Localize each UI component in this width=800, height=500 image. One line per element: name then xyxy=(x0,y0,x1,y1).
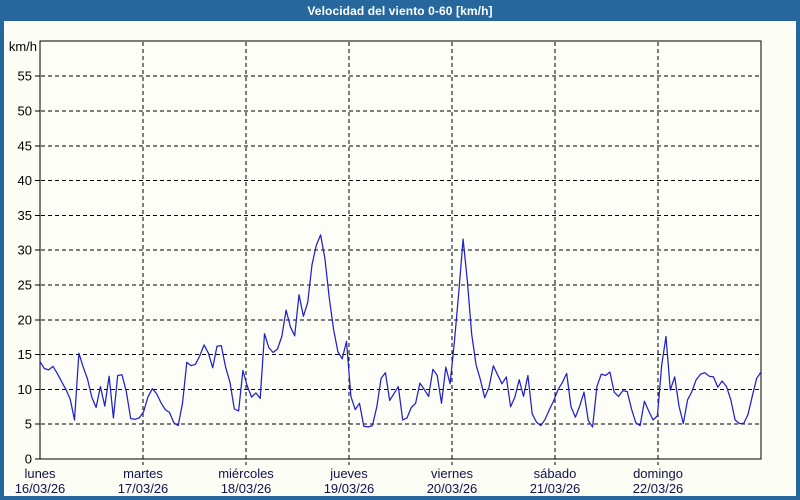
y-tick-label: 25 xyxy=(18,278,32,293)
y-tick-label: 15 xyxy=(18,347,32,362)
y-tick-label: 35 xyxy=(18,208,32,223)
x-day-label: lunes xyxy=(24,466,56,481)
x-date-label: 19/03/26 xyxy=(324,481,375,496)
chart-title: Velocidad del viento 0-60 [km/h] xyxy=(307,3,493,18)
x-date-label: 16/03/26 xyxy=(15,481,66,496)
y-axis-unit-label: km/h xyxy=(9,39,37,54)
y-tick-label: 30 xyxy=(18,243,32,258)
y-tick-label: 10 xyxy=(18,382,32,397)
y-tick-label: 40 xyxy=(18,173,32,188)
x-date-label: 17/03/26 xyxy=(118,481,169,496)
x-day-label: martes xyxy=(123,466,163,481)
y-tick-label: 45 xyxy=(18,138,32,153)
x-day-label: viernes xyxy=(431,466,473,481)
x-date-label: 20/03/26 xyxy=(427,481,478,496)
x-day-label: jueves xyxy=(329,466,368,481)
x-date-label: 21/03/26 xyxy=(530,481,581,496)
y-tick-label: 20 xyxy=(18,312,32,327)
x-day-label: domingo xyxy=(633,466,683,481)
y-tick-label: 5 xyxy=(25,417,32,432)
y-tick-label: 55 xyxy=(18,69,32,84)
x-date-label: 22/03/26 xyxy=(633,481,684,496)
x-day-label: miércoles xyxy=(218,466,274,481)
x-date-label: 18/03/26 xyxy=(221,481,272,496)
chart-title-bar: Velocidad del viento 0-60 [km/h] xyxy=(0,0,800,21)
y-tick-label: 0 xyxy=(25,452,32,467)
x-day-label: sábado xyxy=(534,466,577,481)
wind-speed-series-line xyxy=(39,234,762,428)
y-tick-label: 50 xyxy=(18,104,32,119)
